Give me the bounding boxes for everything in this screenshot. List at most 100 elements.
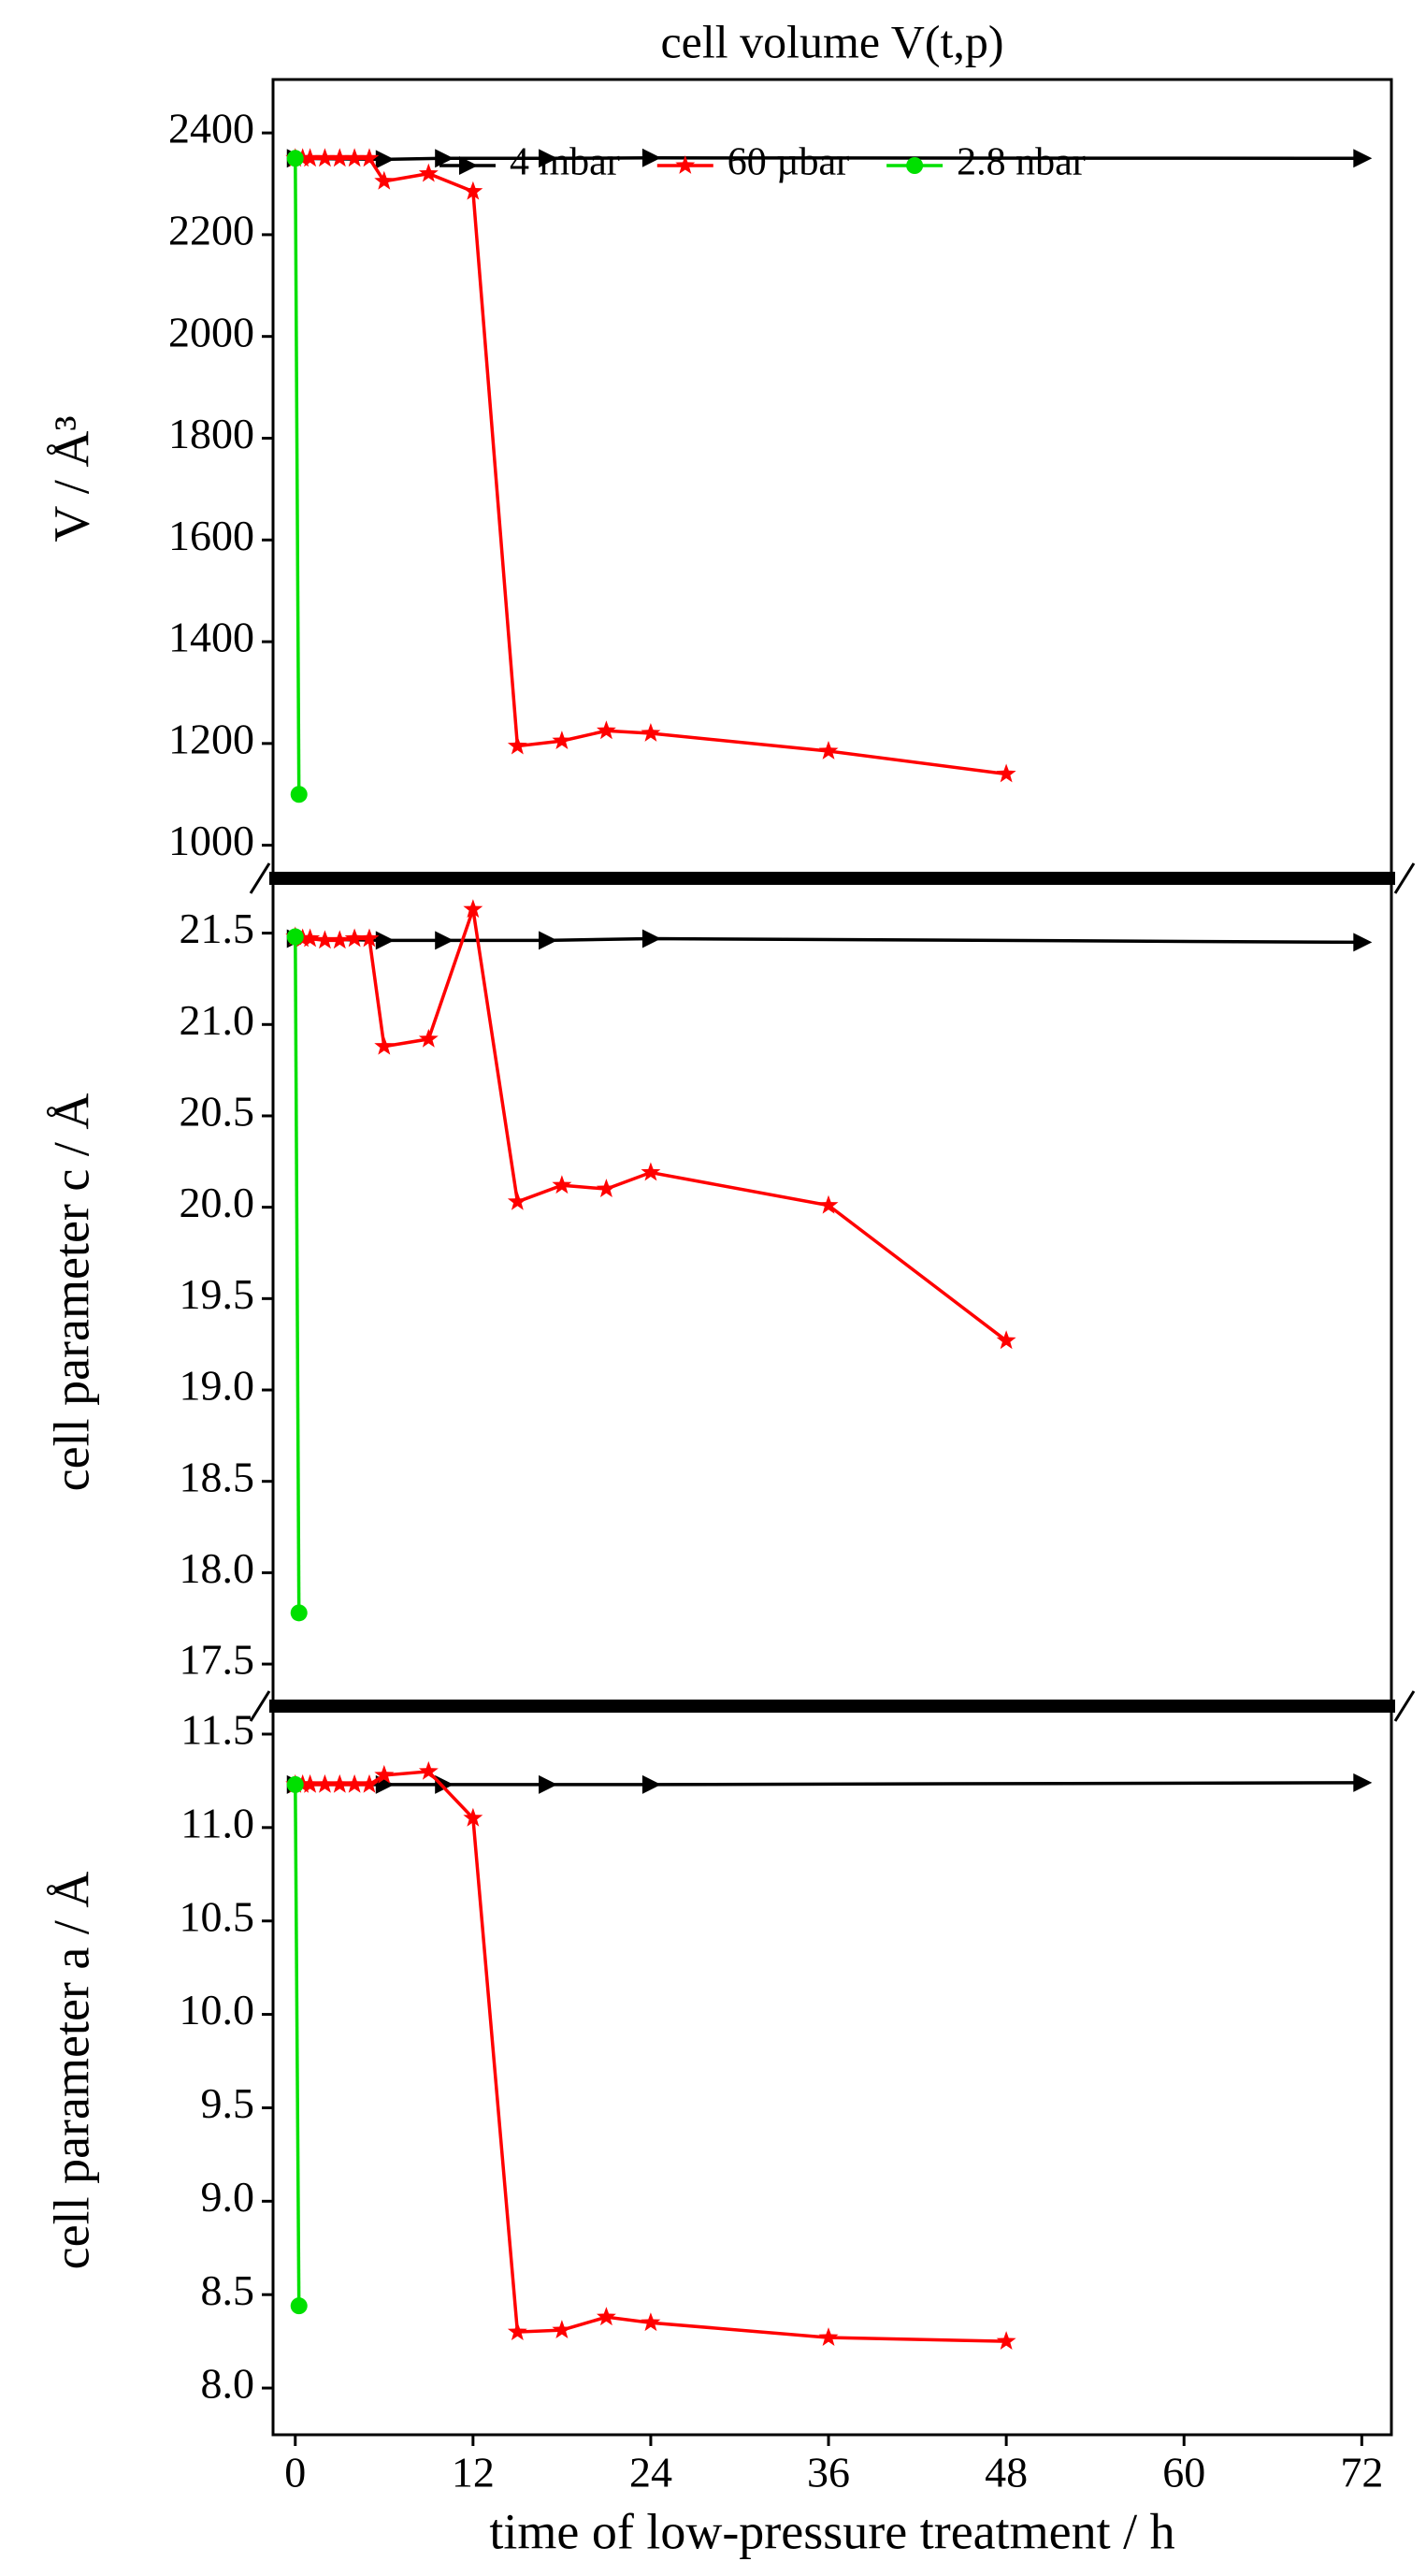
- marker: [463, 1807, 483, 1827]
- legend-marker: [906, 157, 924, 174]
- plot-frame: [271, 1704, 1393, 2437]
- break-mark: [249, 862, 271, 894]
- x-tick-label: 60: [1162, 2449, 1205, 2496]
- marker: [597, 720, 616, 740]
- marker: [507, 2322, 527, 2340]
- marker: [552, 1175, 572, 1194]
- marker: [315, 1773, 335, 1793]
- marker: [641, 148, 661, 167]
- marker: [641, 723, 661, 742]
- break-mark: [1393, 1690, 1416, 1722]
- marker: [359, 148, 380, 167]
- y-tick-label: 1600: [168, 512, 254, 559]
- marker: [300, 1773, 321, 1793]
- marker: [418, 1028, 439, 1048]
- break-mark: [1393, 862, 1416, 894]
- marker: [374, 1035, 395, 1055]
- x-tick-label: 48: [985, 2449, 1028, 2496]
- x-tick-label: 36: [807, 2449, 850, 2496]
- marker: [300, 928, 321, 948]
- x-tick-label: 72: [1340, 2449, 1383, 2496]
- marker: [552, 731, 572, 749]
- y-tick-label: 11.0: [180, 1799, 254, 1846]
- y-tick-label: 1200: [168, 715, 254, 762]
- marker: [418, 163, 439, 182]
- legend-label: 2.8 nbar: [957, 141, 1086, 184]
- marker: [1353, 149, 1373, 168]
- x-tick-label: 24: [629, 2449, 672, 2496]
- y-axis-label: cell parameter a / Å: [43, 1872, 99, 2270]
- marker: [818, 741, 839, 760]
- marker: [435, 931, 454, 950]
- marker: [597, 2307, 616, 2326]
- marker: [641, 929, 661, 948]
- y-tick-label: 18.5: [180, 1453, 255, 1500]
- data-line: [294, 1784, 301, 2307]
- marker: [418, 1760, 439, 1780]
- marker: [435, 1774, 454, 1794]
- y-tick-label: 8.5: [201, 2266, 255, 2314]
- marker: [286, 150, 304, 167]
- y-tick-label: 17.5: [180, 1636, 255, 1684]
- y-tick-label: 20.5: [180, 1088, 255, 1136]
- data-line: [295, 1770, 1007, 2343]
- marker: [996, 763, 1016, 783]
- marker: [463, 899, 483, 919]
- marker: [359, 1773, 380, 1793]
- marker: [344, 1773, 365, 1793]
- x-tick-label: 12: [452, 2449, 495, 2496]
- marker: [375, 931, 395, 950]
- marker: [286, 928, 304, 946]
- data-line: [294, 936, 301, 1614]
- y-tick-label: 11.5: [180, 1706, 254, 1754]
- marker: [359, 928, 380, 948]
- marker: [552, 2320, 572, 2338]
- marker: [375, 150, 395, 169]
- y-tick-label: 9.5: [201, 2079, 255, 2127]
- marker: [374, 170, 395, 190]
- legend-marker: [675, 155, 696, 174]
- legend-label: 4 mbar: [510, 141, 620, 184]
- y-tick-label: 21.5: [180, 904, 255, 952]
- y-tick-label: 1800: [168, 410, 254, 457]
- marker: [329, 148, 350, 167]
- break-mark: [249, 1690, 271, 1722]
- y-tick-label: 1400: [168, 614, 254, 661]
- y-tick-label: 19.0: [180, 1362, 255, 1410]
- marker: [818, 1194, 839, 1214]
- y-tick-label: 2400: [168, 105, 254, 152]
- marker: [463, 181, 483, 200]
- marker: [290, 786, 308, 803]
- marker: [507, 1191, 527, 1210]
- marker: [1353, 933, 1373, 952]
- marker: [1353, 1773, 1373, 1792]
- y-tick-label: 9.0: [201, 2173, 255, 2221]
- y-axis-label: V / Å³: [43, 415, 99, 542]
- data-line: [295, 1781, 1362, 1787]
- marker: [597, 1179, 616, 1197]
- chart-title: cell volume V(t,p): [660, 15, 1003, 67]
- y-tick-label: 2000: [168, 308, 254, 355]
- marker: [290, 2297, 308, 2315]
- marker: [539, 931, 558, 950]
- legend-label: 60 µbar: [727, 141, 849, 184]
- y-tick-label: 10.0: [180, 1986, 255, 2033]
- marker: [329, 1773, 350, 1793]
- data-line: [294, 158, 301, 795]
- marker: [641, 2312, 661, 2332]
- marker: [329, 930, 350, 949]
- marker: [996, 2331, 1016, 2350]
- marker: [315, 930, 335, 949]
- marker: [344, 928, 365, 948]
- marker: [290, 1604, 308, 1622]
- marker: [315, 148, 335, 167]
- y-axis-label: cell parameter c / Å: [43, 1093, 99, 1492]
- axis-break: [269, 872, 1395, 885]
- marker: [300, 148, 321, 167]
- y-tick-label: 19.5: [180, 1270, 255, 1318]
- axis-break: [269, 1700, 1395, 1713]
- y-tick-label: 2200: [168, 206, 254, 253]
- x-axis-label: time of low-pressure treatment / h: [489, 2503, 1174, 2559]
- legend-marker: [459, 156, 478, 175]
